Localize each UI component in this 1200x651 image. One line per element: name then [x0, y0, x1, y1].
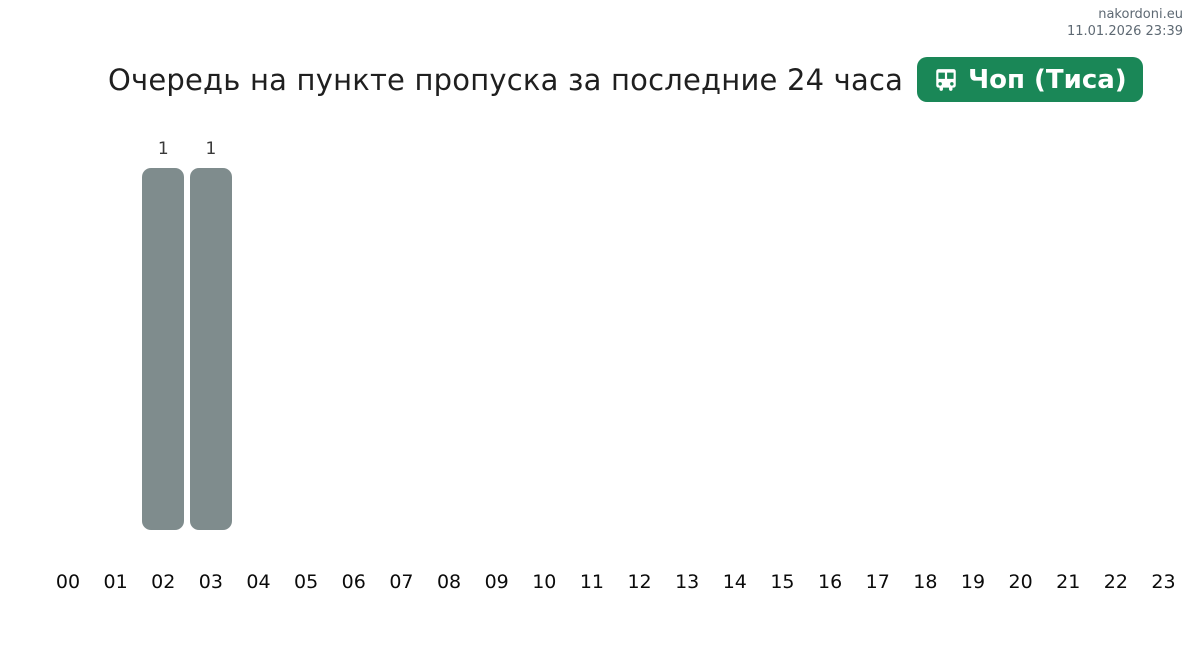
- x-axis-label-22: 22: [1103, 571, 1128, 593]
- x-axis-label-23: 23: [1151, 571, 1176, 593]
- bar-value-label-03: 1: [205, 139, 217, 159]
- x-axis-label-19: 19: [960, 571, 986, 593]
- x-axis-label-15: 15: [770, 571, 795, 593]
- bar-value-label-02: 1: [157, 139, 169, 159]
- x-axis-label-17: 17: [865, 571, 890, 593]
- bar-hour-02: [142, 168, 185, 530]
- x-axis-label-11: 11: [579, 571, 605, 593]
- x-axis-label-09: 09: [484, 571, 509, 593]
- x-axis-label-07: 07: [389, 571, 414, 593]
- x-axis-label-04: 04: [246, 571, 271, 593]
- x-axis-label-10: 10: [532, 571, 557, 593]
- x-axis-label-01: 01: [103, 571, 128, 593]
- x-axis-label-16: 16: [817, 571, 843, 593]
- bar-hour-03: [189, 168, 232, 530]
- x-axis-label-06: 06: [341, 571, 366, 593]
- x-axis-label-14: 14: [722, 571, 747, 593]
- checkpoint-badge[interactable]: Чоп (Тиса): [917, 57, 1143, 102]
- page-title: Очередь на пункте пропуска за последние …: [108, 62, 904, 97]
- watermark-site: nakordoni.eu: [1098, 7, 1183, 22]
- x-axis-label-05: 05: [294, 571, 319, 593]
- watermark-datetime: 11.01.2026 23:39: [1066, 24, 1183, 39]
- watermark: nakordoni.eu 11.01.2026 23:39: [1067, 6, 1183, 40]
- x-axis-label-03: 03: [198, 571, 223, 593]
- x-axis-label-02: 02: [151, 571, 176, 593]
- x-axis-label-18: 18: [913, 571, 938, 593]
- x-axis-label-08: 08: [436, 571, 462, 593]
- x-axis-label-12: 12: [627, 571, 652, 593]
- x-axis-label-21: 21: [1056, 571, 1081, 593]
- bus-icon: [933, 67, 959, 93]
- x-axis-label-13: 13: [675, 571, 700, 593]
- chart-header: Очередь на пункте пропуска за последние …: [108, 57, 1143, 102]
- x-axis-label-00: 00: [55, 571, 81, 593]
- x-axis-label-20: 20: [1008, 571, 1033, 593]
- checkpoint-badge-label: Чоп (Тиса): [968, 64, 1127, 95]
